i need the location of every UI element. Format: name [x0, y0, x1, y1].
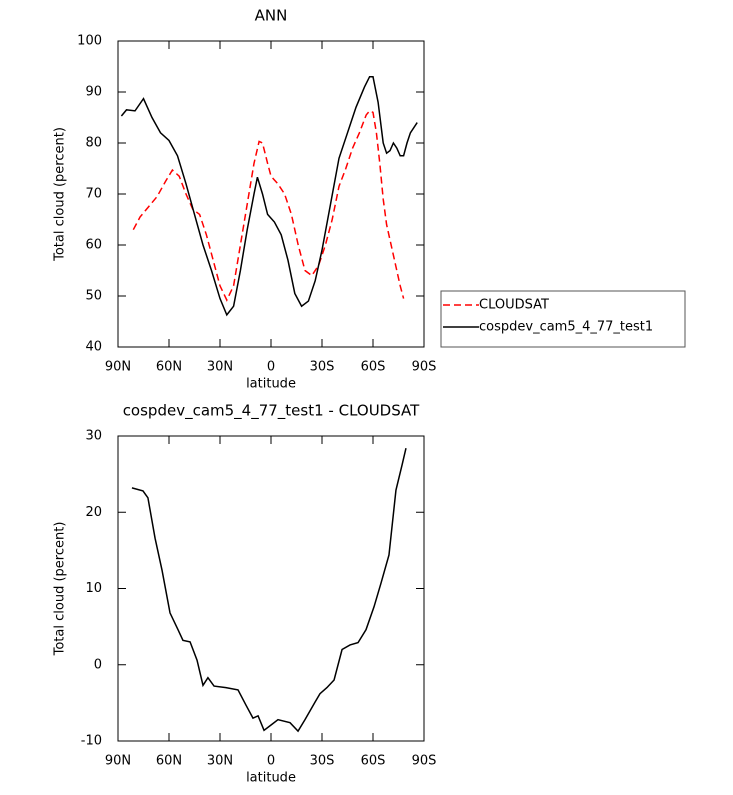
legend-label: cospdev_cam5_4_77_test1 — [479, 320, 653, 335]
data-line — [131, 448, 407, 733]
x-tick-label: 60S — [361, 360, 386, 375]
y-tick-label: 80 — [85, 136, 102, 151]
x-axis-label: latitude — [246, 377, 296, 392]
data-line — [120, 75, 418, 317]
x-tick-label: 90N — [105, 360, 131, 375]
y-tick-label: 30 — [85, 429, 102, 444]
x-tick-label: 30N — [207, 360, 233, 375]
x-tick-label: 0 — [267, 360, 275, 375]
y-axis-label: Total cloud (percent) — [53, 522, 68, 657]
x-tick-label: 60S — [361, 754, 386, 769]
chart-title: cospdev_cam5_4_77_test1 - CLOUDSAT — [123, 402, 420, 421]
x-axis-label: latitude — [246, 771, 296, 786]
y-tick-label: 20 — [85, 505, 102, 520]
plot-frame — [117, 40, 425, 348]
data-line — [132, 109, 405, 302]
chart-title: ANN — [255, 7, 288, 25]
y-tick-label: 60 — [85, 238, 102, 253]
y-tick-label: 100 — [77, 34, 102, 49]
x-tick-label: 0 — [267, 754, 275, 769]
x-tick-label: 60N — [156, 754, 182, 769]
plot-frame — [117, 435, 425, 742]
y-tick-label: 50 — [85, 289, 102, 304]
x-tick-label: 30S — [310, 360, 335, 375]
legend-label: CLOUDSAT — [479, 298, 549, 313]
x-tick-label: 60N — [156, 360, 182, 375]
x-tick-label: 90N — [105, 754, 131, 769]
y-tick-label: 40 — [85, 340, 102, 355]
y-tick-label: 0 — [94, 657, 102, 672]
y-tick-label: 70 — [85, 187, 102, 202]
x-tick-label: 30N — [207, 754, 233, 769]
x-tick-label: 90S — [412, 754, 437, 769]
y-tick-label: -10 — [81, 734, 102, 749]
y-axis-label: Total cloud (percent) — [53, 127, 68, 262]
legend-box — [440, 290, 686, 348]
x-tick-label: 90S — [412, 360, 437, 375]
y-tick-label: 90 — [85, 85, 102, 100]
x-tick-label: 30S — [310, 754, 335, 769]
y-tick-label: 10 — [85, 581, 102, 596]
